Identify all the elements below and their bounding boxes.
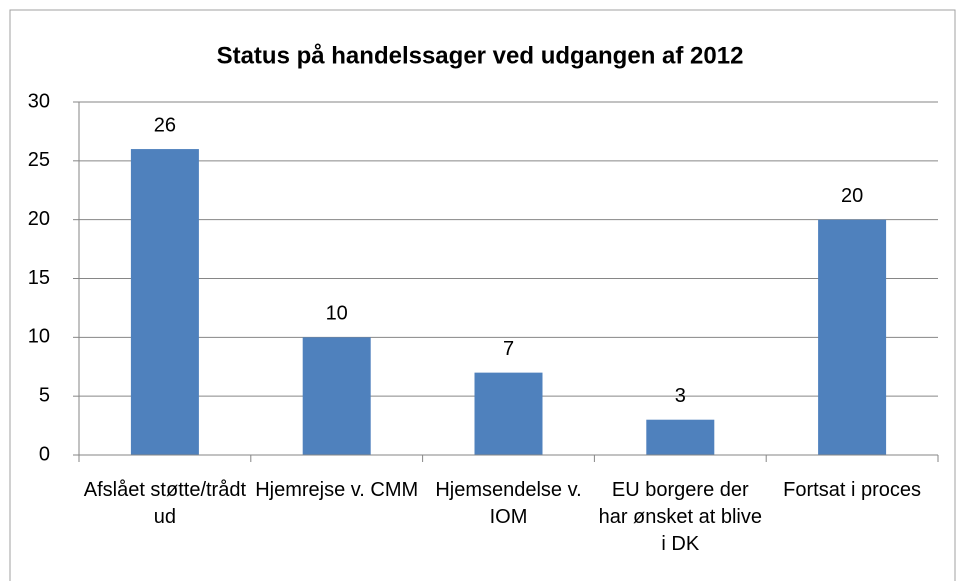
y-tick-label: 25: [28, 149, 50, 171]
bar: [130, 149, 199, 456]
bar: [818, 219, 887, 455]
x-tick-label: Afslået støtte/trådt ud: [83, 479, 247, 528]
x-tick-label: Hjemrejse v. CMM: [255, 479, 419, 501]
data-label: 3: [675, 385, 686, 407]
data-label: 10: [326, 303, 348, 325]
y-tick-label: 5: [39, 384, 50, 406]
y-tick-label: 30: [28, 90, 50, 112]
y-tick-label: 0: [39, 443, 50, 465]
y-tick-label: 20: [28, 208, 50, 230]
data-label: 7: [503, 338, 514, 360]
bar: [646, 419, 715, 455]
x-tick-label: Fortsat i proces: [783, 479, 921, 501]
chart-title: Status på handelssager ved udgangen af 2…: [217, 42, 744, 69]
x-tick-label: EU borgere der har ønsket at blive i DK: [598, 479, 762, 555]
y-tick-label: 10: [28, 326, 50, 348]
x-tick-label: Hjemsendelse v. IOM: [435, 479, 582, 528]
data-label: 26: [154, 114, 176, 136]
bar: [302, 337, 371, 455]
y-tick-label: 15: [28, 267, 50, 289]
data-label: 20: [841, 185, 863, 207]
bar: [474, 372, 543, 455]
